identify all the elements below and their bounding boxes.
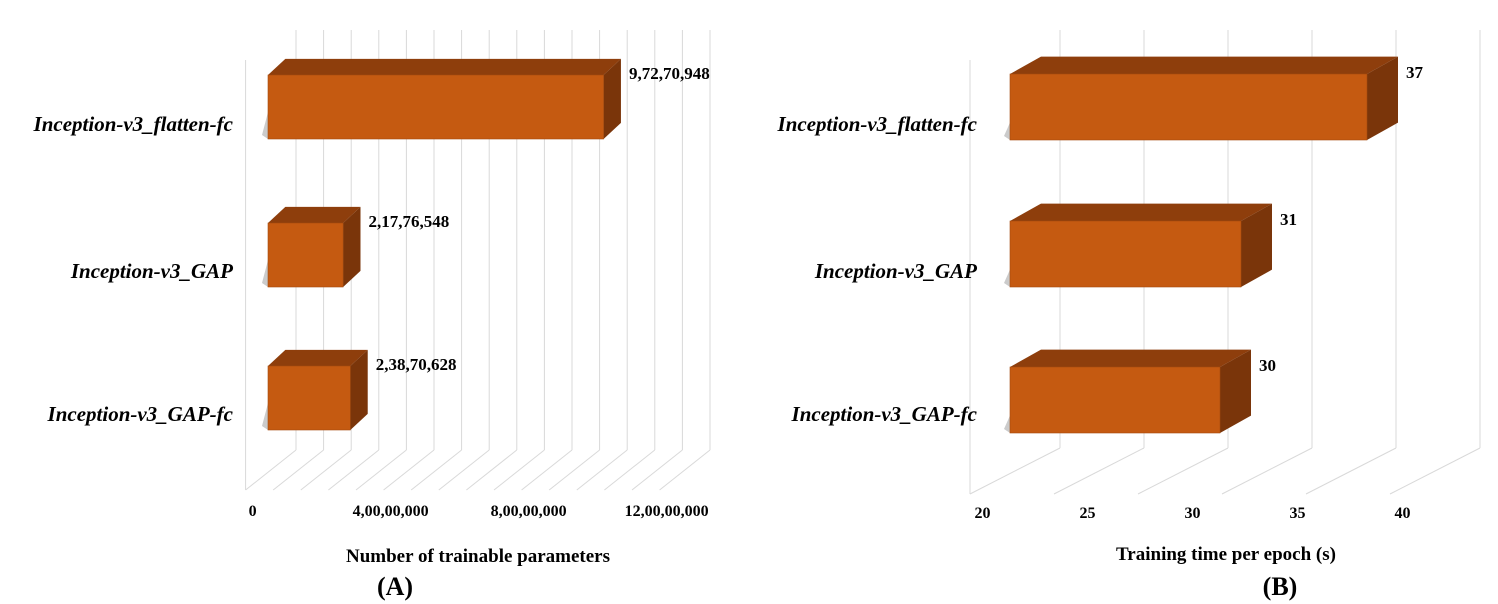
bar [262, 58, 621, 140]
bar-side-face [1367, 56, 1398, 140]
tick-label: 20 [975, 505, 991, 522]
bar [262, 349, 368, 431]
category-label: Inception-v3_GAP-fc [47, 402, 234, 426]
tick-label: 12,00,00,000 [625, 503, 709, 520]
bar-front-face [267, 365, 351, 431]
panel-label: (A) [377, 572, 413, 601]
bar [1004, 56, 1398, 141]
bar-top-face [1010, 349, 1251, 367]
floor-line [438, 449, 490, 491]
floor-line [410, 449, 462, 491]
floor-line [355, 449, 407, 491]
floor-line [493, 449, 545, 491]
bar-top-face [268, 206, 361, 223]
bar-side-face [343, 206, 361, 287]
floor-line [576, 449, 628, 491]
axis-title: Number of trainable parameters [346, 546, 610, 567]
category-label: Inception-v3_flatten-fc [777, 112, 978, 136]
floor-line [245, 449, 297, 491]
bar-front-face [267, 222, 344, 288]
data-label: 2,38,70,628 [376, 355, 457, 374]
floor-line [659, 449, 711, 491]
bar-side-face [603, 58, 621, 139]
floor-line [1389, 447, 1481, 495]
floor-line [631, 449, 683, 491]
bar-top-face [268, 58, 621, 75]
data-label: 9,72,70,948 [629, 64, 710, 83]
bar-top-face [1010, 56, 1398, 74]
bar-side-face [350, 349, 368, 430]
bar-front-face [1009, 220, 1242, 288]
tick-label: 8,00,00,000 [491, 503, 567, 520]
floor-line [1137, 447, 1229, 495]
bar-top-face [1010, 203, 1272, 221]
data-label: 30 [1259, 356, 1276, 375]
floor-line [969, 447, 1061, 495]
data-label: 31 [1280, 210, 1297, 229]
floor-line [272, 449, 324, 491]
bar-side-face [1241, 203, 1272, 287]
axis-title: Training time per epoch (s) [1116, 544, 1336, 565]
chart-panel-b: 37 Inception-v3_flatten-fc 31 Inception-v3_… [777, 30, 1481, 601]
floor-line [604, 449, 656, 491]
bar-front-face [1009, 366, 1221, 434]
floor-line [1221, 447, 1313, 495]
floor-line [548, 449, 600, 491]
bar-top-face [268, 349, 368, 366]
bar-front-face [267, 74, 604, 140]
floor-line [1053, 447, 1145, 495]
category-label: Inception-v3_GAP [814, 259, 977, 283]
floor-line [383, 449, 435, 491]
floor-line [328, 449, 380, 491]
floor-line [466, 449, 518, 491]
tick-label: 0 [249, 503, 257, 520]
floor-line [300, 449, 352, 491]
bar [1004, 203, 1272, 288]
tick-label: 30 [1185, 505, 1201, 522]
tick-label: 35 [1290, 505, 1306, 522]
bar-front-face [1009, 73, 1368, 141]
floor-line [1305, 447, 1397, 495]
category-label: Inception-v3_GAP [70, 259, 233, 283]
bar [1004, 349, 1251, 434]
tick-label: 40 [1395, 505, 1411, 522]
tick-label: 25 [1080, 505, 1096, 522]
bar-side-face [1220, 349, 1251, 433]
panel-label: (B) [1263, 572, 1298, 601]
category-label: Inception-v3_flatten-fc [33, 112, 234, 136]
floor-line [521, 449, 573, 491]
data-label: 2,17,76,548 [368, 212, 449, 231]
chart-panel-a: 9,72,70,948 Inception-v3_flatten-fc 2,17,7… [33, 30, 711, 601]
bar [262, 206, 361, 288]
data-label: 37 [1406, 63, 1424, 82]
category-label: Inception-v3_GAP-fc [791, 402, 978, 426]
tick-label: 4,00,00,000 [353, 503, 429, 520]
